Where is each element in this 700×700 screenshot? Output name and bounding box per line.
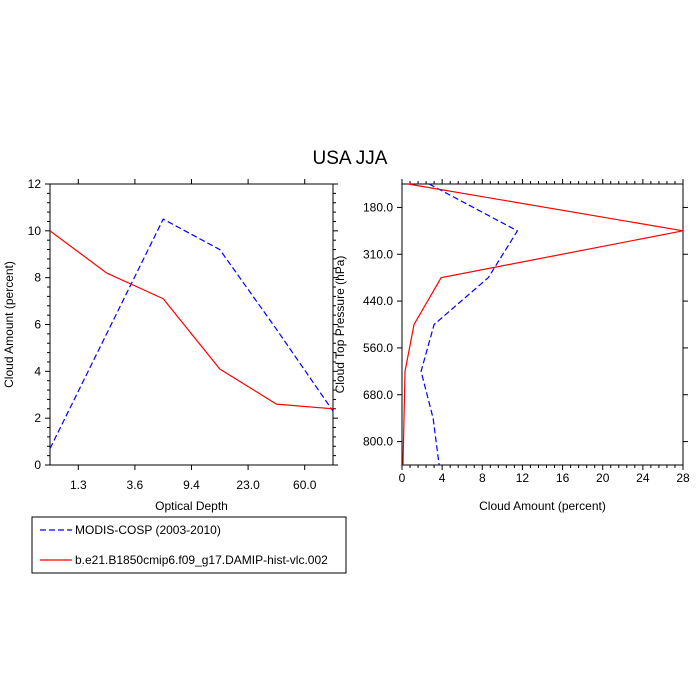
left-series-line-1 bbox=[49, 230, 334, 410]
right-x-tick-label: 28 bbox=[676, 471, 690, 485]
left-y-tick-label: 0 bbox=[34, 458, 41, 472]
right-x-tick-label: 0 bbox=[399, 471, 406, 485]
left-x-tick-label: 60.0 bbox=[293, 478, 317, 492]
right-x-tick-label: 24 bbox=[636, 471, 650, 485]
right-y-tick-label: 180.0 bbox=[363, 200, 393, 214]
left-x-tick-label: 9.4 bbox=[183, 478, 200, 492]
left-y-tick-label: 12 bbox=[28, 177, 42, 191]
right-x-tick-label: 16 bbox=[556, 471, 570, 485]
right-chart: 0 4 8 12 16 20 24 28 180.0 310.0 440.0 560.0 680.0 80… bbox=[333, 179, 690, 513]
left-y-tick-label: 2 bbox=[34, 411, 41, 425]
left-y-tick-label: 6 bbox=[34, 318, 41, 332]
right-y-tick-label: 680.0 bbox=[363, 388, 393, 402]
right-series-line-1 bbox=[402, 183, 684, 466]
right-plot-frame bbox=[401, 183, 684, 466]
left-x-tick-label: 1.3 bbox=[70, 478, 87, 492]
right-x-tick-label: 8 bbox=[479, 471, 486, 485]
right-y-tick-label: 560.0 bbox=[363, 341, 393, 355]
left-x-axis-label: Optical Depth bbox=[155, 499, 228, 513]
left-plot-frame bbox=[49, 183, 334, 466]
left-y-tick-label: 8 bbox=[34, 271, 41, 285]
legend: MODIS-COSP (2003-2010) b.e21.B1850cmip6.… bbox=[31, 516, 347, 574]
right-y-tick-label: 800.0 bbox=[363, 435, 393, 449]
left-x-tick-label: 3.6 bbox=[127, 478, 144, 492]
left-y-axis-label: Cloud Amount (percent) bbox=[2, 261, 16, 388]
left-y-tick-label: 4 bbox=[34, 364, 41, 378]
right-y-tick-label: 310.0 bbox=[363, 247, 393, 261]
right-x-tick-label: 20 bbox=[596, 471, 610, 485]
legend-label-modis: MODIS-COSP (2003-2010) bbox=[75, 523, 221, 537]
right-y-axis-label: Cloud Top Pressure (hPa) bbox=[333, 256, 347, 394]
right-y-tick-label: 440.0 bbox=[363, 294, 393, 308]
legend-label-model: b.e21.B1850cmip6.f09_g17.DAMIP-hist-vlc.… bbox=[75, 553, 328, 567]
right-series-line-0 bbox=[420, 183, 519, 466]
right-x-tick-label: 4 bbox=[439, 471, 446, 485]
figure-title: USA JJA bbox=[313, 148, 388, 169]
left-series-line-0 bbox=[49, 218, 334, 449]
left-x-tick-label: 23.0 bbox=[236, 478, 260, 492]
right-x-axis-label: Cloud Amount (percent) bbox=[479, 499, 606, 513]
legend-box bbox=[31, 516, 347, 574]
right-x-tick-label: 12 bbox=[516, 471, 530, 485]
left-y-tick-label: 10 bbox=[28, 224, 42, 238]
left-chart: 0 2 4 6 8 10 12 1.3 3.6 9.4 23.0 60.0 Optical Depth C… bbox=[2, 177, 338, 513]
